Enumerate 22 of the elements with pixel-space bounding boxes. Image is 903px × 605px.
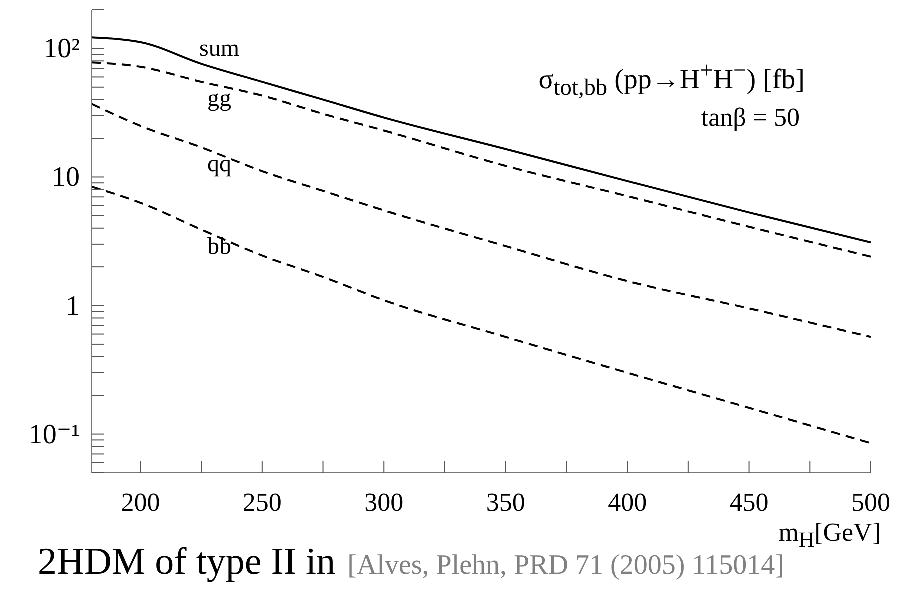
y-tick-label: 1: [66, 290, 80, 322]
series-label: bb: [208, 234, 232, 260]
series-label: sum: [200, 36, 240, 62]
y-tick-label: 10: [52, 162, 80, 194]
x-tick-label: 450: [730, 488, 769, 517]
x-tick-label: 250: [242, 488, 282, 517]
x-tick-label: 200: [121, 488, 160, 517]
y-axis-title: σ$_{tot,bb}$ (pp→H$^{+}$H$^{−}$) [fb]: [538, 58, 805, 102]
x-tick-label: 400: [608, 488, 648, 517]
y-tick-label: 10⁻¹: [28, 419, 80, 450]
x-axis-title: m$_{H}$[GeV]: [778, 518, 881, 552]
series-label: gg: [208, 86, 232, 112]
text: 2HDM of type II in: [38, 540, 336, 584]
x-tick-label: 300: [364, 488, 404, 517]
text: [Alves, Plehn, PRD 71 (2005) 115014]: [348, 550, 784, 582]
x-tick-label: 350: [486, 488, 526, 517]
x-tick-label: 500: [852, 488, 890, 517]
line-series: [92, 62, 871, 258]
series-label: qq: [208, 152, 232, 178]
y-tick-label: 10²: [44, 34, 80, 65]
line-series: [92, 186, 871, 444]
annotation: tanβ = 50: [701, 103, 800, 133]
